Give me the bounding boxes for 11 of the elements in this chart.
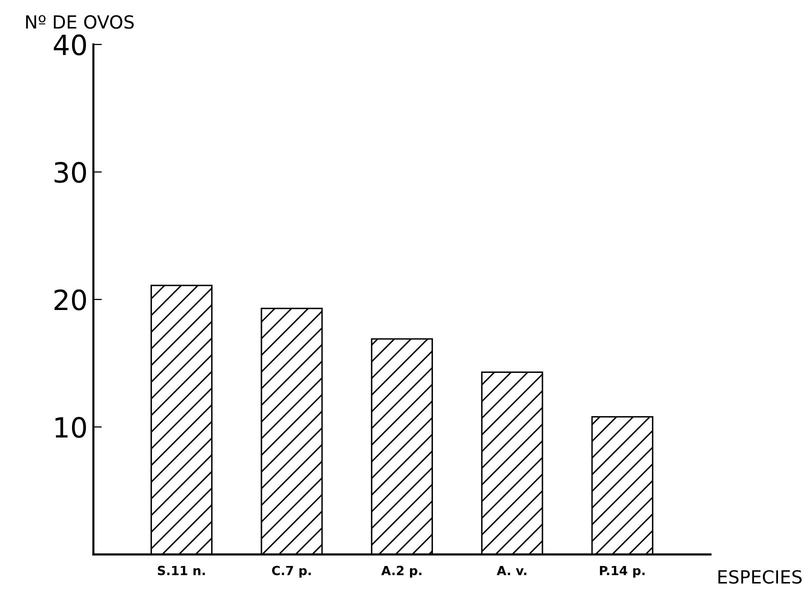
x-tick-label: S.11 n. [158, 566, 205, 576]
x-axis-title: ESPECIES [718, 570, 802, 584]
x-tick-label: P.14 p. [600, 566, 645, 578]
y-tick-label: 10 [56, 416, 86, 438]
x-tick-label: C.7 p. [272, 566, 311, 578]
x-tick-label: A. v. [496, 566, 526, 576]
y-axis-title: Nº DE OVOS [26, 15, 134, 29]
y-tick-label: 40 [54, 34, 86, 56]
y-tick-label: 30 [54, 162, 86, 183]
x-tick-label: A.2 p. [381, 566, 422, 578]
y-tick-label: 20 [54, 289, 86, 310]
